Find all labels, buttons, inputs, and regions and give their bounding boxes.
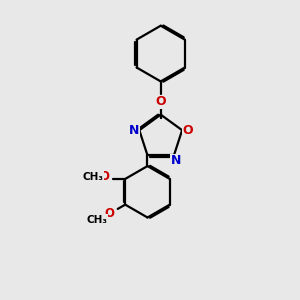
Text: N: N xyxy=(129,124,139,137)
Text: O: O xyxy=(104,207,114,220)
Text: O: O xyxy=(155,95,166,108)
Text: CH₃: CH₃ xyxy=(82,172,103,182)
Text: N: N xyxy=(171,154,181,167)
Text: O: O xyxy=(182,124,193,137)
Text: O: O xyxy=(100,170,110,183)
Text: CH₃: CH₃ xyxy=(87,214,108,225)
